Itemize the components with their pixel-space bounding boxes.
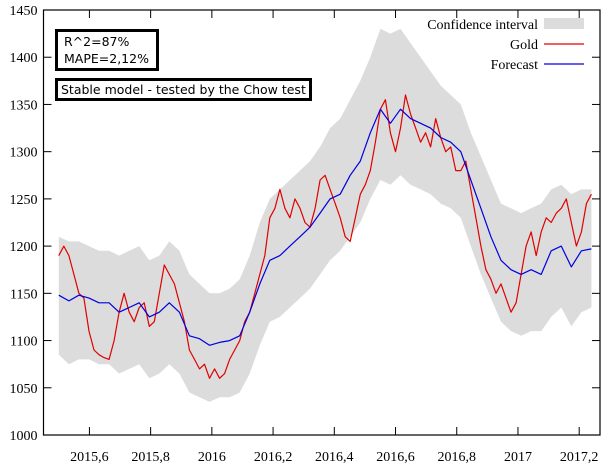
axes: 2015,6 2015,8 2016 2016,2 2016,4 2016,6 2016,8… bbox=[10, 4, 601, 465]
y-tick-label: 1400 bbox=[10, 51, 38, 66]
x-tick-label: 2016,6 bbox=[376, 450, 415, 465]
y-tick-label: 1000 bbox=[10, 429, 38, 444]
series-layer bbox=[58, 94, 592, 379]
fit-stats-box: R^2=87% MAPE=2,12% bbox=[55, 29, 159, 71]
x-tick-label: 2016,2 bbox=[254, 450, 293, 465]
x-tick-label: 2015,6 bbox=[70, 450, 109, 465]
confidence-interval-layer bbox=[58, 28, 592, 402]
confidence-interval-band bbox=[58, 28, 592, 402]
x-tick-label: 2016,4 bbox=[315, 450, 354, 465]
x-tick-label: 2017 bbox=[504, 450, 532, 465]
stability-note: Stable model - tested by the Chow test bbox=[61, 82, 306, 97]
y-tick-label: 1450 bbox=[10, 4, 38, 19]
legend-label-ci: Confidence interval bbox=[427, 18, 538, 33]
y-tick-label: 1100 bbox=[10, 335, 37, 350]
y-tick-label: 1300 bbox=[10, 146, 38, 161]
gold-line bbox=[58, 94, 592, 379]
x-tick-label: 2016,8 bbox=[437, 450, 476, 465]
y-tick-label: 1200 bbox=[10, 240, 38, 255]
legend-label-forecast: Forecast bbox=[491, 58, 539, 73]
mape-label: MAPE=2,12% bbox=[64, 51, 149, 66]
legend: Confidence interval Gold Forecast bbox=[427, 18, 584, 73]
y-tick-label: 1050 bbox=[10, 382, 38, 397]
plot-frame bbox=[42, 9, 601, 436]
y-tick-label: 1350 bbox=[10, 98, 38, 113]
x-tick-label: 2015,8 bbox=[131, 450, 170, 465]
forecast-line bbox=[58, 108, 592, 346]
legend-swatch-ci bbox=[544, 18, 584, 29]
r2-label: R^2=87% bbox=[64, 34, 130, 49]
y-tick-label: 1250 bbox=[10, 193, 38, 208]
legend-label-gold: Gold bbox=[510, 38, 538, 53]
x-tick-label: 2017,2 bbox=[560, 450, 599, 465]
stability-note-box: Stable model - tested by the Chow test bbox=[55, 78, 312, 101]
x-tick-label: 2016 bbox=[198, 450, 226, 465]
y-tick-label: 1150 bbox=[10, 287, 37, 302]
